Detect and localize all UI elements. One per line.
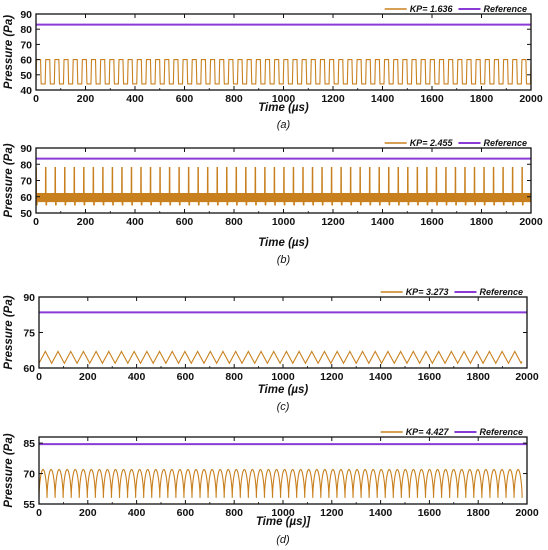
series-line-kp [36, 166, 531, 206]
x-axis-label: Time (µs)] [256, 516, 312, 528]
chart-panel-1: 0 200 400 600 800 1000 1200 1400 1600 1800 2000 50 6… [3, 138, 543, 266]
x-tick-label: 1600 [420, 216, 444, 228]
y-tick-label: 60 [23, 363, 35, 375]
legend-label-reference: Reference [483, 4, 527, 14]
x-tick-label: 1400 [371, 216, 395, 228]
x-tick-label: 600 [176, 93, 194, 105]
legend: Reference KP= 2.455 [384, 138, 527, 148]
x-tick-label: 1400 [369, 371, 393, 383]
y-tick-label: 60 [20, 55, 32, 67]
x-tick-label: 1000 [272, 93, 296, 105]
x-tick-label: 1800 [467, 507, 491, 519]
x-tick-label: 1800 [470, 93, 494, 105]
legend: Reference KP= 3.273 [380, 287, 523, 297]
x-tick-label: 0 [33, 216, 39, 228]
x-tick-label: 200 [77, 93, 95, 105]
x-tick-label: 600 [176, 216, 194, 228]
x-tick-label: 1200 [320, 371, 344, 383]
x-tick-label: 200 [79, 507, 97, 519]
x-tick-label: 0 [36, 371, 42, 383]
legend-label-kp: KP= 3.273 [406, 287, 449, 297]
panel-caption: (c) [277, 401, 290, 413]
legend-label-reference: Reference [479, 427, 523, 437]
x-tick-label: 1600 [420, 93, 444, 105]
x-tick-label: 400 [128, 507, 146, 519]
x-axis-label: Time (µs) [258, 102, 309, 114]
series-line-kp [36, 59, 531, 85]
y-tick-label: 85 [23, 438, 35, 450]
legend-label-kp: KP= 2.455 [410, 138, 454, 148]
x-tick-label: 200 [79, 371, 97, 383]
x-tick-label: 1400 [371, 93, 395, 105]
x-tick-label: 2000 [519, 93, 543, 105]
y-tick-label: 75 [23, 328, 35, 340]
y-tick-label: 50 [20, 70, 32, 82]
series-line-kp [39, 350, 523, 365]
y-tick-label: 70 [20, 176, 32, 188]
x-tick-label: 800 [225, 216, 243, 228]
x-tick-label: 1800 [470, 216, 494, 228]
x-tick-label: 1600 [418, 371, 442, 383]
y-tick-label: 90 [20, 143, 32, 155]
series-line-kp [39, 468, 523, 498]
x-tick-label: 400 [126, 216, 144, 228]
x-tick-label: 1400 [369, 507, 393, 519]
x-tick-label: 2000 [519, 216, 543, 228]
panel-caption: (b) [277, 254, 291, 266]
legend: Reference KP= 1.636 [384, 4, 527, 14]
plot-area [36, 23, 531, 85]
y-tick-label: 80 [20, 24, 32, 36]
x-tick-label: 0 [33, 93, 39, 105]
y-tick-label: 70 [20, 39, 32, 51]
panel-caption: (a) [277, 119, 291, 131]
x-tick-label: 1800 [467, 371, 491, 383]
x-tick-label: 1200 [320, 507, 344, 519]
legend-label-kp: KP= 4.427 [406, 427, 450, 437]
y-tick-label: 55 [23, 499, 35, 511]
x-tick-label: 1000 [272, 216, 296, 228]
x-tick-label: 800 [225, 507, 243, 519]
x-tick-label: 1600 [418, 507, 442, 519]
x-tick-label: 400 [126, 93, 144, 105]
plot-frame [38, 436, 528, 505]
x-tick-label: 1000 [271, 507, 295, 519]
chart-panel-0: 0 200 400 600 800 1000 1200 1400 1600 1800 2000 40 5… [3, 4, 543, 131]
x-tick-label: 600 [177, 371, 195, 383]
legend: Reference KP= 4.427 [380, 427, 523, 437]
x-tick-label: 800 [225, 93, 243, 105]
chart-panel-3: 0 200 400 600 800 1000 1200 1400 1600 1800 2000 55 7… [3, 427, 539, 546]
y-axis-label: Pressure (Pa) [3, 143, 15, 217]
y-axis-label: Pressure (Pa) [3, 295, 15, 369]
x-tick-label: 800 [225, 371, 243, 383]
x-tick-label: 400 [128, 371, 146, 383]
y-tick-label: 90 [20, 9, 32, 21]
plot-area [36, 157, 531, 206]
y-tick-label: 40 [20, 85, 32, 97]
y-tick-label: 80 [20, 159, 32, 171]
x-tick-label: 600 [177, 507, 195, 519]
x-tick-label: 200 [77, 216, 95, 228]
y-tick-label: 90 [23, 292, 35, 304]
legend-label-reference: Reference [483, 138, 527, 148]
panel-caption: (d) [276, 534, 290, 546]
x-tick-label: 2000 [515, 371, 539, 383]
y-tick-label: 70 [23, 469, 35, 481]
y-tick-label: 60 [20, 192, 32, 204]
y-axis-label: Pressure (Pa) [3, 433, 15, 507]
y-tick-label: 50 [20, 208, 32, 220]
legend-label-kp: KP= 1.636 [410, 4, 454, 14]
legend-label-reference: Reference [479, 287, 523, 297]
x-axis-label: Time (µs) [258, 384, 309, 396]
x-axis-label: Time (µs) [258, 237, 309, 249]
chart-panel-2: 0 200 400 600 800 1000 1200 1400 1600 1800 2000 60 7… [3, 287, 539, 413]
x-tick-label: 1200 [321, 216, 345, 228]
plot-area [39, 311, 527, 365]
x-tick-label: 0 [36, 507, 42, 519]
x-tick-label: 1000 [271, 371, 295, 383]
plot-area [39, 443, 527, 498]
x-tick-label: 2000 [515, 507, 539, 519]
y-axis-label: Pressure (Pa) [3, 15, 15, 89]
x-tick-label: 1200 [321, 93, 345, 105]
